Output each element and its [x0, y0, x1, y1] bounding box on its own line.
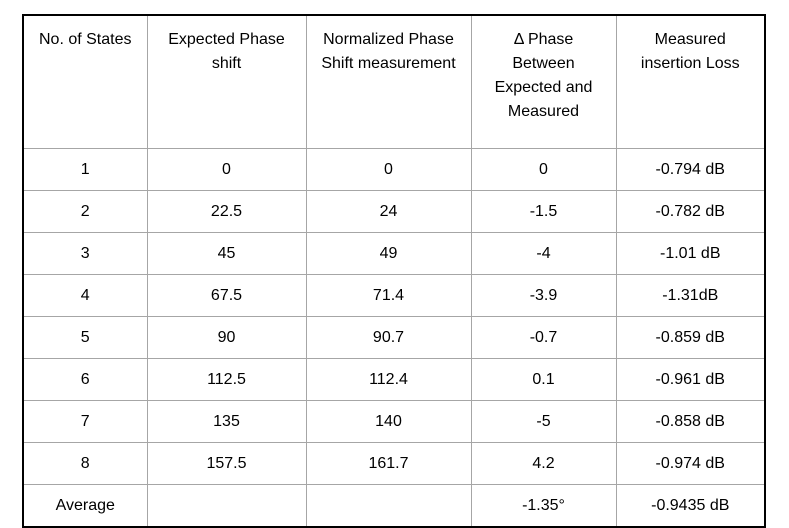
table-cell: 45: [146, 232, 307, 275]
table-cell: -0.859 dB: [615, 316, 766, 359]
table-row: 1 0 0 0 -0.794 dB: [22, 148, 766, 191]
table-cell: 22.5: [146, 190, 307, 233]
table-cell: -0.961 dB: [615, 358, 766, 401]
table-cell: 112.5: [146, 358, 307, 401]
table-cell: 3: [22, 232, 148, 275]
table-cell: 5: [22, 316, 148, 359]
table-cell: 8: [22, 442, 148, 485]
table-cell: 2: [22, 190, 148, 233]
table-cell: -0.974 dB: [615, 442, 766, 485]
table-cell: 0: [470, 148, 617, 191]
table-cell: 7: [22, 400, 148, 443]
table-cell: [305, 484, 472, 528]
table-row: 2 22.5 24 -1.5 -0.782 dB: [22, 190, 766, 233]
table-cell: -1.31dB: [615, 274, 766, 317]
table-row: 6 112.5 112.4 0.1 -0.961 dB: [22, 358, 766, 401]
col-header-normalized-phase-shift: Normalized Phase Shift measurement: [305, 14, 472, 149]
table-cell: -0.858 dB: [615, 400, 766, 443]
table-row: 7 135 140 -5 -0.858 dB: [22, 400, 766, 443]
average-row: Average -1.35° -0.9435 dB: [22, 484, 766, 528]
table-cell: -3.9: [470, 274, 617, 317]
table-cell: 140: [305, 400, 472, 443]
table-cell: 0: [305, 148, 472, 191]
table-cell: -0.794 dB: [615, 148, 766, 191]
header-row: No. of States Expected Phase shift Norma…: [22, 14, 766, 149]
table-cell: 4.2: [470, 442, 617, 485]
col-header-delta-phase: Δ Phase Between Expected and Measured: [470, 14, 617, 149]
table-cell: 0.1: [470, 358, 617, 401]
document-table-container: No. of States Expected Phase shift Norma…: [22, 14, 766, 528]
table-cell: -1.35°: [470, 484, 617, 528]
table-cell: 4: [22, 274, 148, 317]
table-cell: -5: [470, 400, 617, 443]
table-cell: -1.5: [470, 190, 617, 233]
table-cell: 24: [305, 190, 472, 233]
table-cell: Average: [22, 484, 148, 528]
table-cell: 0: [146, 148, 307, 191]
phase-shift-measurement-table: No. of States Expected Phase shift Norma…: [22, 14, 766, 528]
table-row: 5 90 90.7 -0.7 -0.859 dB: [22, 316, 766, 359]
table-cell: -0.7: [470, 316, 617, 359]
table-cell: [146, 484, 307, 528]
table-cell: 49: [305, 232, 472, 275]
table-cell: -0.782 dB: [615, 190, 766, 233]
col-header-no-of-states: No. of States: [22, 14, 148, 149]
table-cell: 157.5: [146, 442, 307, 485]
table-row: 3 45 49 -4 -1.01 dB: [22, 232, 766, 275]
table-cell: 90.7: [305, 316, 472, 359]
col-header-measured-insertion-loss: Measured insertion Loss: [615, 14, 766, 149]
table-row: 4 67.5 71.4 -3.9 -1.31dB: [22, 274, 766, 317]
table-row: 8 157.5 161.7 4.2 -0.974 dB: [22, 442, 766, 485]
table-cell: 71.4: [305, 274, 472, 317]
table-cell: 6: [22, 358, 148, 401]
col-header-expected-phase-shift: Expected Phase shift: [146, 14, 307, 149]
table-cell: 135: [146, 400, 307, 443]
table-cell: -0.9435 dB: [615, 484, 766, 528]
table-cell: 112.4: [305, 358, 472, 401]
table-cell: 161.7: [305, 442, 472, 485]
table-cell: 67.5: [146, 274, 307, 317]
table-cell: -4: [470, 232, 617, 275]
table-cell: 1: [22, 148, 148, 191]
table-cell: -1.01 dB: [615, 232, 766, 275]
table-cell: 90: [146, 316, 307, 359]
